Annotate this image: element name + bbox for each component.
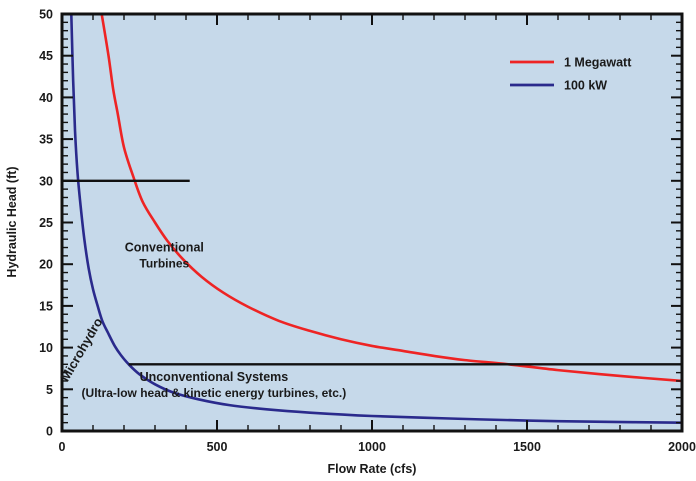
x-tick-label: 0 <box>59 440 66 454</box>
y-tick-label: 25 <box>39 216 53 230</box>
y-tick-label: 20 <box>39 258 53 272</box>
reference-lines-group <box>62 179 682 366</box>
y-tick-label: 30 <box>39 174 53 188</box>
legend-label-1: 100 kW <box>564 79 607 93</box>
annotation-conventional-turbines-line2: Turbines <box>139 257 189 271</box>
axes-group <box>60 12 684 433</box>
y-tick-label: 0 <box>46 425 53 439</box>
x-tick-label: 2000 <box>668 440 696 454</box>
tick-labels-group: 0 500 1000 1500 2000 0 5 10 15 20 25 30 35 40 45 50 <box>39 8 696 455</box>
y-tick-label: 40 <box>39 91 53 105</box>
y-tick-label: 50 <box>39 8 53 22</box>
annotation-conventional-turbines-line1: Conventional <box>125 241 204 255</box>
legend-label-0: 1 Megawatt <box>564 56 632 70</box>
y-tick-label: 35 <box>39 133 53 147</box>
x-tick-label: 1500 <box>513 440 541 454</box>
y-axis-title: Hydraulic Head (ft) <box>5 166 19 277</box>
y-tick-label: 45 <box>39 49 53 63</box>
annotation-unconventional-systems-line1: Unconventional Systems <box>140 370 289 384</box>
y-tick-label: 15 <box>39 299 53 313</box>
annotation-unconventional-systems-line2: (Ultra-low head & kinetic energy turbine… <box>82 386 347 400</box>
chart-legend: 1 Megawatt 100 kW <box>510 56 632 93</box>
x-tick-label: 500 <box>207 440 228 454</box>
y-tick-label: 10 <box>39 341 53 355</box>
x-axis-title: Flow Rate (cfs) <box>328 462 417 476</box>
x-tick-label: 1000 <box>358 440 386 454</box>
plot-background <box>62 14 682 431</box>
y-tick-label: 5 <box>46 383 53 397</box>
series-line-1-megawatt <box>100 12 684 383</box>
series-line-100-kw <box>70 12 684 424</box>
series-group <box>70 12 684 424</box>
